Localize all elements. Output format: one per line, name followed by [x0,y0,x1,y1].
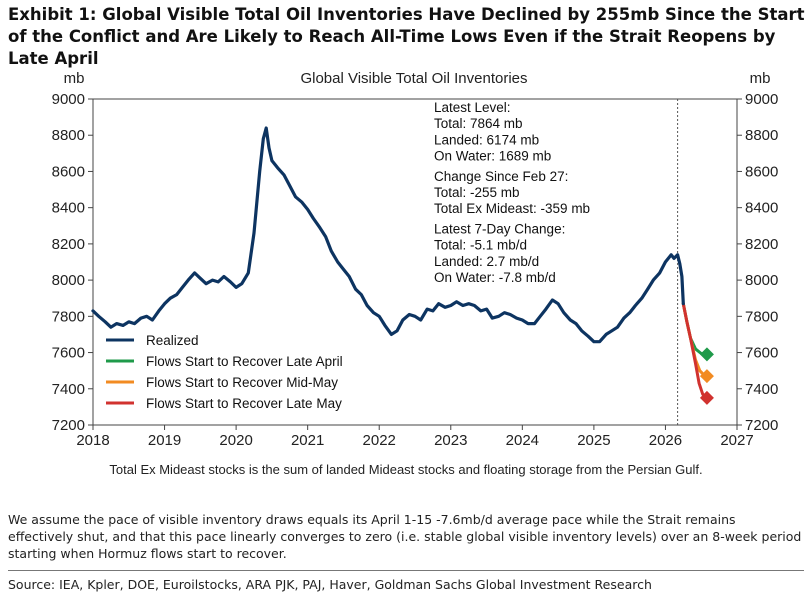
end-marker-2 [699,369,714,384]
annotation-line: Total: -5.1 mb/d [434,238,527,253]
annotation-line: Latest Level: [434,100,511,115]
y-tick-label-right: 7600 [745,345,778,362]
y-tick-label-right: 8400 [745,200,778,217]
x-tick-label: 2019 [148,432,181,449]
x-tick-label: 2025 [577,432,610,449]
x-tick-label: 2018 [76,432,109,449]
y-axis-label-left: mb [64,70,85,87]
y-tick-label-right: 8600 [745,163,778,180]
exhibit-title: Exhibit 1: Global Visible Total Oil Inve… [8,5,805,68]
legend-label-1: Flows Start to Recover Late April [146,354,343,369]
annotation-line: Change Since Feb 27: [434,169,568,184]
annotation-line: On Water: 1689 mb [434,149,551,164]
inventory-chart: Global Visible Total Oil Inventories mb … [52,70,779,449]
x-tick-label: 2021 [291,432,324,449]
legend: Realized Flows Start to Recover Late Apri… [106,333,343,411]
x-tick-label: 2022 [363,432,396,449]
end-marker-1 [699,347,714,362]
annotation-line: On Water: -7.8 mb/d [434,270,556,285]
y-axis-label-right: mb [750,70,771,87]
x-tick-label: 2023 [434,432,467,449]
legend-label-0: Realized [146,333,199,348]
y-tick-label-right: 7200 [745,417,778,434]
y-tick-label-left: 7800 [52,308,85,325]
plot-frame [92,98,738,426]
annotation-line: Latest 7-Day Change: [434,221,565,236]
x-tick-label: 2026 [649,432,682,449]
legend-label-2: Flows Start to Recover Mid-May [146,375,338,390]
y-tick-label-left: 8400 [52,200,85,217]
series-line-1 [681,302,709,356]
annotation-line: Total: 7864 mb [434,116,523,131]
series-line-0 [91,126,685,344]
chart-title: Global Visible Total Oil Inventories [300,70,527,87]
divider [8,570,804,571]
y-tick-label-left: 7200 [52,417,85,434]
chart-footnote: Total Ex Mideast stocks is the sum of la… [109,462,703,477]
y-tick-label-right: 7800 [745,308,778,325]
legend-label-3: Flows Start to Recover Late May [146,396,342,411]
methodology-note: We assume the pace of visible inventory … [8,512,802,561]
y-tick-label-left: 9000 [52,91,85,108]
y-tick-label-left: 8800 [52,127,85,144]
y-tick-label-right: 7400 [745,381,778,398]
y-tick-label-right: 9000 [745,91,778,108]
annotation-line: Total: -255 mb [434,185,520,200]
y-tick-label-right: 8800 [745,127,778,144]
source-line: Source: IEA, Kpler, DOE, Euroilstocks, A… [8,577,652,592]
y-tick-label-left: 8600 [52,163,85,180]
annotation-line: Landed: 2.7 mb/d [434,254,539,269]
y-tick-label-left: 7400 [52,381,85,398]
y-tick-label-right: 8200 [745,236,778,253]
end-markers [699,347,714,405]
axes: 7200 7200 7400 7400 7600 7600 7800 7800 8000 8000… [52,91,779,449]
series-line-3 [681,302,709,400]
y-tick-label-left: 8000 [52,272,85,289]
x-tick-label: 2020 [219,432,252,449]
annotation-line: Landed: 6174 mb [434,132,539,147]
annotation-line: Total Ex Mideast: -359 mb [434,201,590,216]
x-tick-label: 2027 [720,432,753,449]
x-tick-label: 2024 [506,432,539,449]
end-marker-3 [699,390,714,405]
y-tick-label-left: 7600 [52,345,85,362]
y-tick-label-right: 8000 [745,272,778,289]
y-tick-label-left: 8200 [52,236,85,253]
